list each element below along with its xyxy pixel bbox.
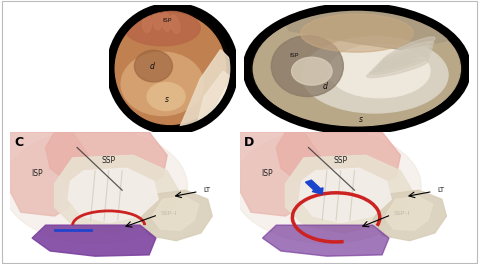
- Ellipse shape: [382, 37, 435, 62]
- Polygon shape: [276, 132, 400, 194]
- Text: GT: GT: [118, 241, 126, 246]
- Polygon shape: [262, 225, 389, 256]
- Polygon shape: [140, 190, 212, 241]
- Ellipse shape: [376, 46, 433, 68]
- Ellipse shape: [373, 50, 431, 72]
- Polygon shape: [240, 132, 327, 216]
- Polygon shape: [151, 197, 199, 230]
- Polygon shape: [384, 197, 433, 230]
- Polygon shape: [32, 225, 156, 256]
- Polygon shape: [285, 155, 412, 233]
- Ellipse shape: [153, 11, 162, 30]
- Polygon shape: [46, 132, 167, 194]
- Ellipse shape: [292, 57, 332, 85]
- Polygon shape: [55, 155, 178, 233]
- Ellipse shape: [114, 13, 226, 124]
- FancyArrow shape: [306, 180, 323, 194]
- Ellipse shape: [302, 37, 448, 113]
- Text: ISP: ISP: [261, 169, 273, 178]
- Text: ISP: ISP: [31, 169, 43, 178]
- Text: s: s: [359, 115, 364, 124]
- Ellipse shape: [271, 36, 343, 97]
- Ellipse shape: [161, 12, 171, 31]
- Text: s: s: [165, 95, 170, 103]
- Text: SSP: SSP: [102, 156, 116, 165]
- Ellipse shape: [370, 55, 430, 75]
- Polygon shape: [10, 132, 95, 216]
- Text: d: d: [323, 82, 328, 91]
- Text: B: B: [253, 10, 263, 23]
- Text: GT: GT: [350, 241, 359, 246]
- Text: d: d: [150, 62, 155, 70]
- Text: ISP: ISP: [163, 18, 172, 23]
- Polygon shape: [278, 12, 447, 50]
- Text: SSP: SSP: [333, 156, 348, 165]
- Text: D: D: [244, 136, 254, 149]
- Ellipse shape: [3, 129, 187, 243]
- Ellipse shape: [329, 45, 430, 98]
- Polygon shape: [68, 168, 158, 223]
- Ellipse shape: [366, 60, 428, 78]
- Text: ISP–I: ISP–I: [66, 241, 80, 246]
- Ellipse shape: [121, 52, 204, 116]
- Ellipse shape: [124, 10, 200, 46]
- Text: SSP–I: SSP–I: [394, 211, 410, 216]
- Text: LT: LT: [437, 187, 445, 193]
- Ellipse shape: [301, 14, 413, 52]
- Ellipse shape: [233, 129, 421, 243]
- Text: LT: LT: [203, 187, 210, 193]
- Ellipse shape: [135, 50, 172, 82]
- Text: A: A: [114, 10, 124, 23]
- Ellipse shape: [253, 10, 460, 127]
- Ellipse shape: [147, 83, 185, 110]
- Polygon shape: [373, 190, 446, 241]
- Text: SSP–I: SSP–I: [160, 211, 177, 216]
- Ellipse shape: [143, 13, 151, 32]
- Ellipse shape: [379, 41, 434, 65]
- Text: C: C: [14, 136, 23, 149]
- Polygon shape: [200, 88, 233, 129]
- Circle shape: [109, 5, 236, 132]
- Text: ISP–I: ISP–I: [297, 241, 311, 246]
- Ellipse shape: [170, 15, 180, 34]
- Polygon shape: [188, 71, 233, 129]
- Text: ISP: ISP: [289, 54, 298, 58]
- Polygon shape: [299, 168, 391, 223]
- Circle shape: [244, 5, 469, 132]
- Polygon shape: [179, 50, 233, 129]
